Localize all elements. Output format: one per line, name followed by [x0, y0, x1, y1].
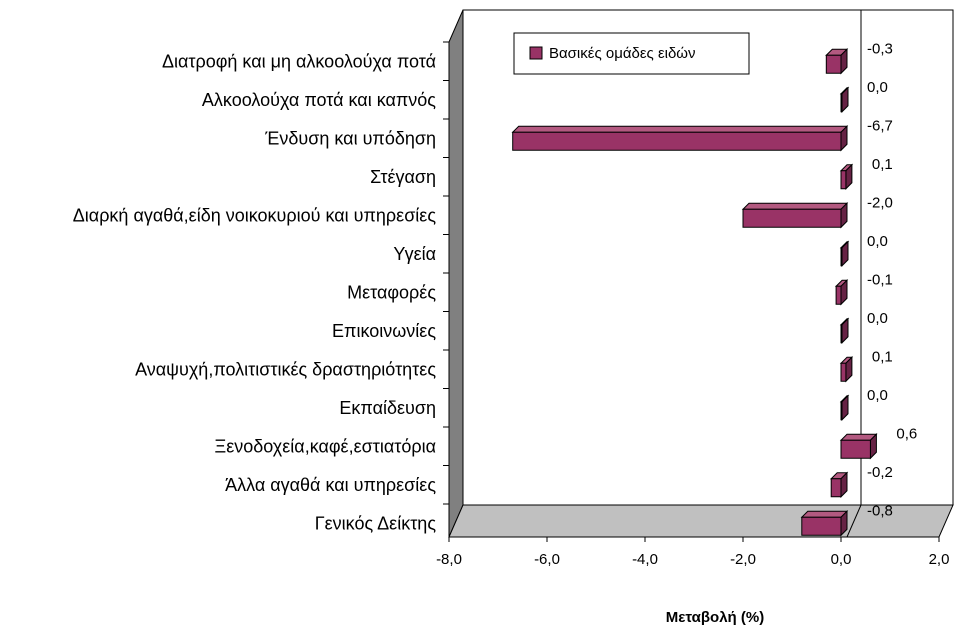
bars — [511, 48, 878, 537]
legend-label: Βασικές ομάδες ειδών — [549, 45, 696, 62]
value-label: 0,0 — [867, 233, 888, 250]
category-label: Υγεία — [393, 244, 436, 264]
bar-front-face — [840, 247, 843, 267]
value-label: -0,2 — [867, 464, 893, 481]
bar — [825, 48, 849, 75]
bar-front-face — [840, 170, 847, 190]
bar-front-face — [840, 401, 843, 421]
bar-front-face — [830, 478, 842, 498]
x-tick-label: -4,0 — [632, 551, 658, 568]
category-label: Μεταφορές — [347, 282, 436, 302]
bar-front-face — [840, 93, 843, 113]
bar-front-face — [840, 324, 843, 344]
x-tick-label: -6,0 — [534, 551, 560, 568]
category-label: Αλκοολούχα ποτά και καπνός — [202, 90, 436, 110]
bar — [839, 433, 878, 460]
value-label: -0,1 — [867, 271, 893, 288]
x-tick-label: -8,0 — [436, 551, 462, 568]
category-label: Γενικός Δείκτης — [315, 513, 437, 533]
x-tick-label: -2,0 — [730, 551, 756, 568]
bar-front-face — [742, 208, 842, 228]
category-label: Στέγαση — [370, 167, 436, 187]
bar-front-face — [840, 362, 847, 382]
category-label: Ένδυση και υπόδηση — [264, 128, 436, 148]
value-label: 0,0 — [867, 387, 888, 404]
x-tick-label: 2,0 — [929, 551, 950, 568]
legend-swatch — [529, 46, 543, 60]
bar-top-face — [511, 125, 849, 133]
x-axis-title: Μεταβολή (%) — [666, 609, 764, 626]
value-label: 0,1 — [872, 156, 893, 173]
category-label: Αναψυχή,πολιτιστικές δραστηριότητες — [135, 359, 436, 379]
bar-top-face — [800, 510, 849, 518]
category-label: Άλλα αγαθά και υπηρεσίες — [225, 475, 436, 495]
chart-side-wall — [448, 9, 464, 538]
bar — [511, 125, 849, 152]
category-label: Διατροφή και μη αλκοολούχα ποτά — [162, 51, 436, 71]
value-label: 0,0 — [867, 79, 888, 96]
category-label: Επικοινωνίες — [332, 321, 436, 341]
value-label: 0,1 — [872, 348, 893, 365]
bar — [839, 86, 850, 113]
bar — [741, 202, 849, 229]
value-label: 0,0 — [867, 310, 888, 327]
bar-front-face — [835, 285, 842, 305]
bar — [839, 394, 850, 421]
bar — [839, 356, 854, 383]
value-label: -6,7 — [867, 117, 893, 134]
legend: Βασικές ομάδες ειδών — [513, 32, 750, 75]
bar-front-face — [825, 54, 842, 74]
bar — [800, 510, 849, 537]
bar — [839, 317, 850, 344]
bar-top-face — [741, 202, 849, 210]
bar — [839, 240, 850, 267]
value-label: -2,0 — [867, 194, 893, 211]
bar — [829, 471, 849, 498]
zero-line-floor — [846, 504, 862, 538]
category-label: Διαρκή αγαθά,είδη νοικοκυριού και υπηρεσ… — [73, 205, 437, 225]
bar-front-face — [512, 131, 842, 151]
bar-front-face — [801, 516, 842, 536]
x-axis-ticks: -8,0 -6,0 -4,0 -2,0 0,0 2,0 — [436, 537, 949, 568]
value-labels: -0,3 0,0 -6,7 0,1 -2,0 0,0 -0,1 0,0 0,1 0,0 0,6 -0,… — [867, 40, 917, 519]
value-label: -0,3 — [867, 40, 893, 57]
bar — [839, 163, 854, 190]
bar — [834, 279, 849, 306]
category-label: Εκπαίδευση — [339, 398, 436, 418]
category-labels: Διατροφή και μη αλκοολούχα ποτά Αλκοολούχ… — [73, 41, 449, 533]
legend-box — [513, 32, 750, 75]
bar-front-face — [840, 439, 871, 459]
x-tick-label: 0,0 — [831, 551, 852, 568]
category-label: Ξενοδοχεία,καφέ,εστιατόρια — [215, 436, 436, 456]
value-label: 0,6 — [896, 425, 917, 442]
value-label: -0,8 — [867, 502, 893, 519]
